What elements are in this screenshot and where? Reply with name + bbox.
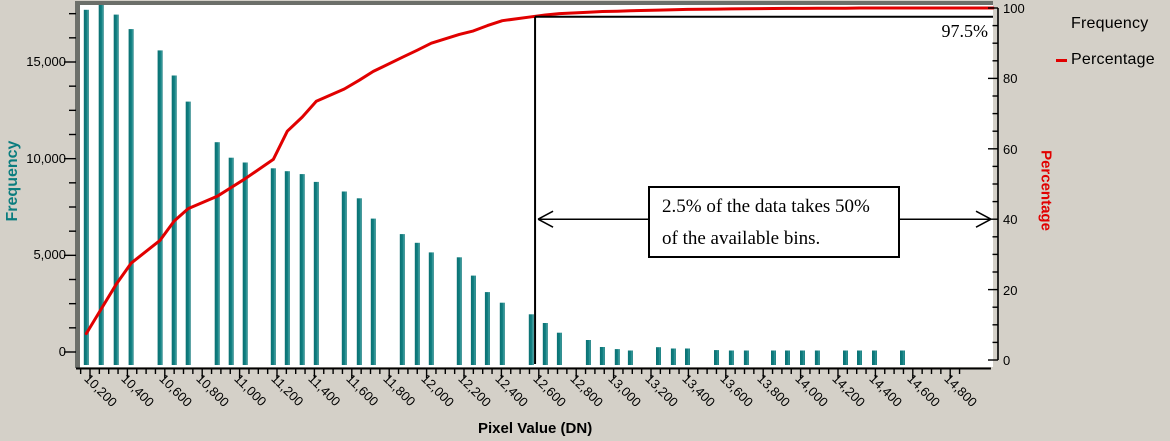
frequency-legend-marker (1056, 23, 1067, 26)
plot-border-top (75, 1, 993, 5)
frequency-bar (857, 350, 862, 365)
frequency-bar (900, 350, 905, 365)
frequency-bar (771, 350, 776, 365)
legend-item-frequency: Frequency (1056, 6, 1155, 42)
axes-and-ticks (64, 7, 999, 378)
frequency-bar (113, 14, 119, 365)
frequency-bar (843, 350, 848, 365)
frequency-bar (872, 350, 877, 365)
frequency-bar (456, 257, 462, 365)
frequency-bar (585, 340, 591, 365)
frequency-bar (528, 314, 534, 365)
frequency-bar (83, 9, 89, 366)
frequency-bar (714, 350, 719, 365)
legend: Frequency Percentage (1056, 6, 1155, 78)
frequency-bar (785, 350, 790, 365)
right-tick-label: 60 (1003, 141, 1018, 157)
frequency-bar (614, 349, 620, 365)
annotation-box: 2.5% of the data takes 50% of the availa… (648, 186, 900, 258)
right-tick-label: 80 (1003, 71, 1018, 87)
left-tick-label: 0 (58, 344, 66, 359)
right-tick-label: 20 (1003, 282, 1018, 298)
frequency-bar (157, 50, 163, 366)
left-axis-title: Frequency (4, 140, 21, 222)
frequency-bar (484, 292, 490, 365)
frequency-bar (399, 234, 405, 365)
frequency-bar (685, 348, 690, 365)
frequency-legend-label: Frequency (1071, 15, 1149, 32)
percentage-curve (84, 6, 995, 336)
plot-border-left (75, 1, 80, 368)
frequency-bar (270, 168, 276, 365)
x-axis-title: Pixel Value (DN) (478, 420, 593, 437)
threshold-marker-lines (534, 15, 993, 364)
frequency-bar (627, 350, 633, 365)
left-tick-label: 10,000 (26, 150, 66, 166)
frequency-bar (728, 350, 734, 365)
frequency-bar (800, 350, 805, 365)
frequency-bar (341, 191, 347, 365)
left-tick-label: 5,000 (33, 247, 66, 263)
frequency-bar (299, 174, 305, 365)
frequency-bar (656, 347, 661, 365)
frequency-bars (83, 5, 905, 366)
annotation-line-2: of the available bins. (662, 228, 821, 249)
frequency-bar (414, 242, 420, 365)
frequency-bar (599, 347, 605, 365)
frequency-bar (499, 302, 505, 365)
frequency-bar (670, 348, 676, 365)
frequency-bar (814, 350, 820, 365)
right-tick-label: 100 (1003, 1, 1025, 16)
frequency-bar (470, 275, 476, 365)
frequency-bar (356, 198, 362, 365)
frequency-bar (185, 101, 191, 365)
percentage-line (84, 6, 995, 336)
right-tick-label: 0 (1003, 353, 1011, 368)
frequency-bar (542, 323, 548, 365)
frequency-bar (370, 218, 376, 365)
frequency-bar (128, 29, 134, 365)
frequency-bar (556, 332, 562, 365)
threshold-percent-label: 97.5% (941, 21, 989, 41)
legend-item-percentage: Percentage (1056, 42, 1155, 78)
frequency-bar (228, 157, 234, 365)
annotation-line-1: 2.5% of the data takes 50% (662, 196, 870, 217)
right-axis-title: Percentage (1037, 150, 1055, 231)
frequency-bar (743, 350, 749, 365)
frequency-bar (214, 142, 220, 365)
frequency-bar (242, 162, 248, 365)
percentage-legend-label: Percentage (1071, 51, 1155, 68)
frequency-bar (284, 171, 290, 365)
left-tick-label: 15,000 (26, 54, 66, 69)
right-tick-label: 40 (1003, 212, 1018, 228)
frequency-bar (428, 252, 434, 365)
frequency-bar (313, 181, 319, 365)
frequency-bar (98, 5, 104, 365)
percentage-legend-marker (1056, 58, 1067, 62)
